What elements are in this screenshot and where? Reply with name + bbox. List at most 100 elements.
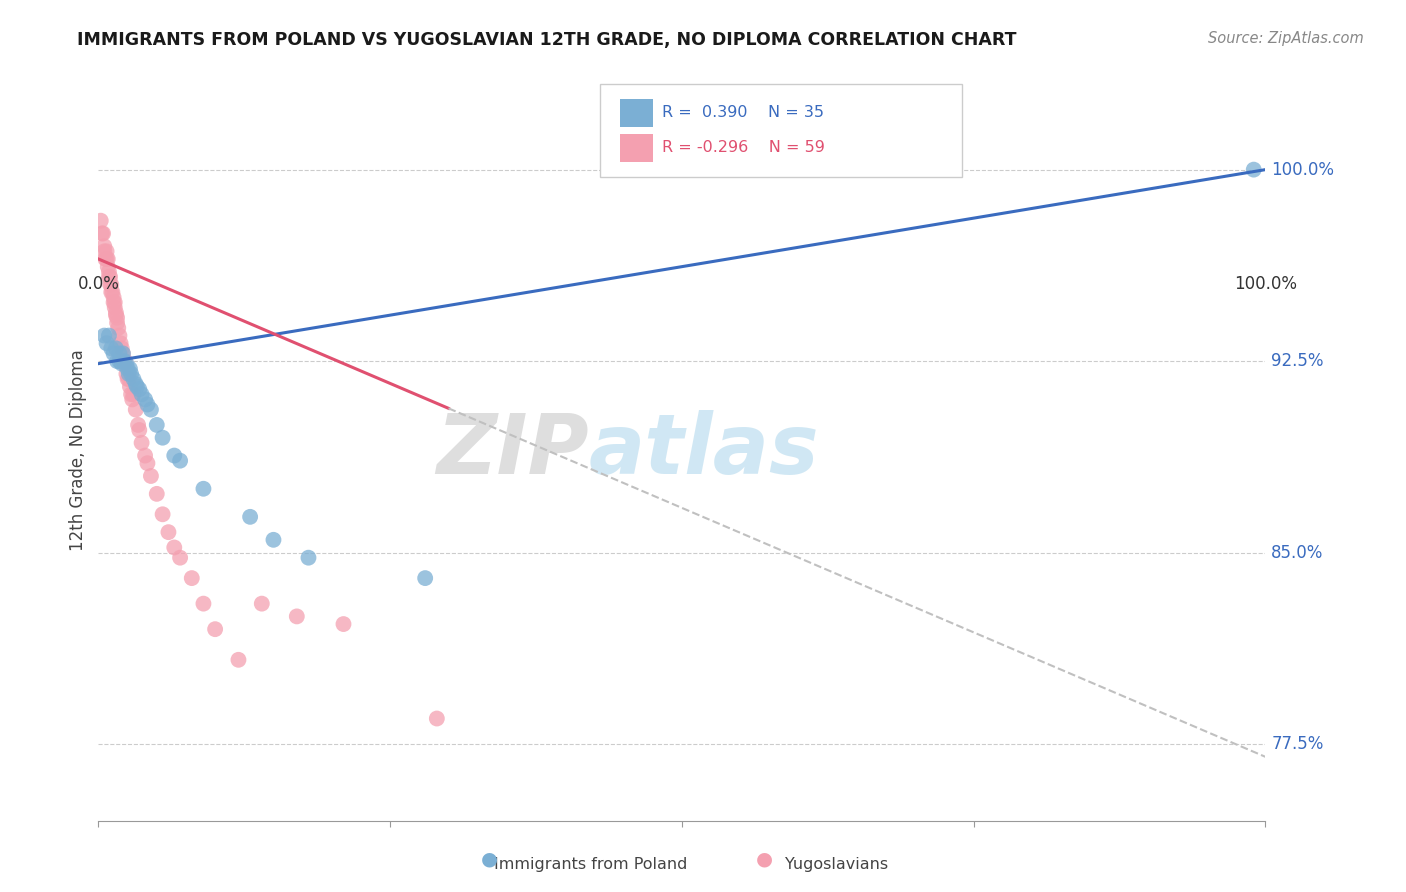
Point (157, 525, 180, 540)
Bar (620, 134, 652, 161)
Point (169, 453, 191, 467)
Point (115, 367, 138, 381)
Point (100, 342, 122, 356)
Point (94, 252, 117, 266)
Point (121, 392, 143, 407)
Text: ZIP: ZIP (436, 410, 589, 491)
Point (100, 285, 122, 300)
Point (122, 372, 145, 386)
Point (107, 321, 129, 335)
Point (103, 290, 125, 304)
Text: Yugoslavians: Yugoslavians (785, 857, 889, 872)
Point (239, 509, 262, 524)
Point (112, 357, 135, 371)
Point (104, 305, 127, 319)
Point (101, 285, 124, 300)
Point (163, 541, 186, 555)
Point (115, 357, 138, 371)
Point (139, 469, 162, 483)
Point (110, 336, 132, 351)
Text: 100.0%: 100.0% (1271, 161, 1334, 178)
Point (193, 482, 215, 496)
Point (93, 328, 115, 343)
Text: 92.5%: 92.5% (1271, 352, 1323, 370)
Text: 77.5%: 77.5% (1271, 735, 1323, 753)
Text: Source: ZipAtlas.com: Source: ZipAtlas.com (1208, 31, 1364, 46)
Point (131, 435, 153, 450)
Point (131, 387, 153, 401)
Point (136, 397, 159, 411)
Text: IMMIGRANTS FROM POLAND VS YUGOSLAVIAN 12TH GRADE, NO DIPLOMA CORRELATION CHART: IMMIGRANTS FROM POLAND VS YUGOSLAVIAN 12… (77, 31, 1017, 49)
Point (146, 487, 169, 501)
Point (111, 357, 134, 371)
Point (100, 277, 122, 292)
Point (120, 387, 142, 401)
Point (128, 423, 150, 437)
Point (98, 277, 121, 292)
Point (90, 227, 112, 241)
Point (413, 571, 436, 585)
Point (204, 622, 226, 636)
Point (1243, 162, 1265, 177)
Point (128, 382, 150, 396)
Point (90, 213, 112, 227)
Point (91, 227, 114, 241)
Point (108, 354, 131, 368)
Point (111, 346, 134, 360)
Point (118, 379, 141, 393)
Text: R = -0.296    N = 59: R = -0.296 N = 59 (662, 140, 825, 155)
Point (118, 367, 141, 381)
Text: atlas: atlas (589, 410, 820, 491)
Point (103, 295, 125, 310)
Text: 0.0%: 0.0% (77, 275, 120, 293)
Point (250, 597, 273, 611)
Point (117, 372, 139, 386)
Point (111, 342, 134, 356)
Point (262, 533, 284, 547)
Point (104, 301, 127, 315)
Point (163, 449, 186, 463)
Point (285, 609, 308, 624)
Point (97, 265, 120, 279)
Text: ●: ● (756, 850, 773, 869)
Text: ●: ● (481, 850, 498, 869)
Text: 100.0%: 100.0% (1234, 275, 1296, 293)
Point (108, 328, 131, 343)
Point (120, 367, 142, 381)
Point (108, 346, 131, 360)
Point (97, 328, 120, 343)
Point (105, 310, 128, 325)
Point (125, 402, 148, 417)
Point (332, 617, 354, 632)
Point (104, 342, 127, 356)
Point (193, 597, 215, 611)
Point (152, 508, 174, 522)
Point (97, 252, 120, 266)
Point (112, 354, 135, 368)
Point (152, 431, 174, 445)
Point (180, 571, 202, 585)
Point (96, 336, 118, 351)
Point (96, 244, 118, 259)
Point (118, 361, 141, 376)
Point (134, 449, 156, 463)
Y-axis label: 12th Grade, No Diploma: 12th Grade, No Diploma (69, 350, 87, 551)
Point (93, 239, 115, 253)
Text: Immigrants from Poland: Immigrants from Poland (494, 857, 688, 872)
Point (426, 712, 449, 726)
Point (118, 372, 141, 386)
Point (228, 653, 250, 667)
Point (98, 269, 121, 284)
Point (97, 260, 120, 274)
Point (136, 456, 159, 470)
Point (93, 244, 115, 259)
Text: R =  0.390    N = 35: R = 0.390 N = 35 (662, 105, 824, 120)
Point (139, 402, 162, 417)
Bar (620, 99, 652, 127)
Text: 85.0%: 85.0% (1271, 543, 1323, 562)
Point (114, 354, 136, 368)
Point (125, 379, 148, 393)
Point (125, 377, 148, 392)
Point (127, 417, 149, 432)
FancyBboxPatch shape (600, 84, 962, 177)
